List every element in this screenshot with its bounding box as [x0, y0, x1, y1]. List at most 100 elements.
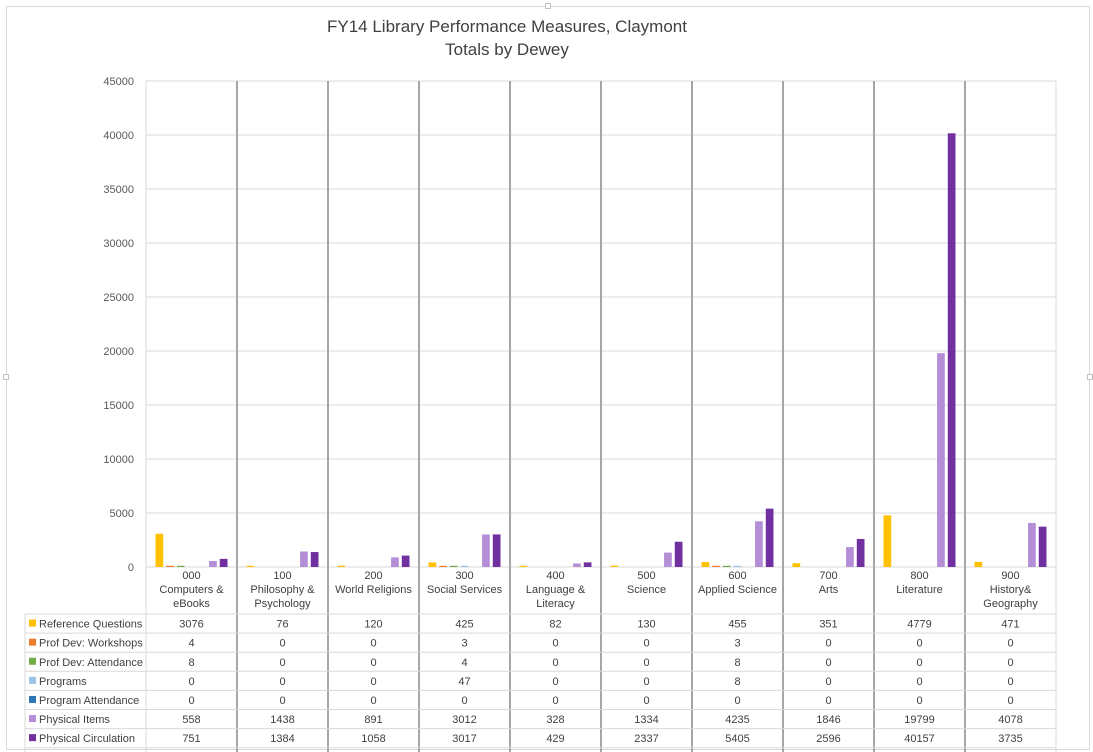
table-value: 0: [643, 676, 649, 688]
category-label: eBooks: [173, 598, 210, 610]
table-value: 0: [370, 657, 376, 669]
table-value: 4: [188, 638, 194, 650]
table-value: 0: [188, 676, 194, 688]
legend-swatch: [29, 676, 36, 684]
category-label: 000: [182, 570, 200, 582]
table-value: 429: [546, 733, 564, 745]
table-value: 558: [182, 714, 200, 726]
legend-swatch: [29, 715, 36, 723]
table-value: 8: [188, 657, 194, 669]
bar: [401, 555, 410, 567]
bar: [1028, 522, 1036, 567]
table-value: 4779: [907, 619, 931, 631]
bar: [755, 521, 763, 567]
y-tick-label: 10000: [103, 454, 134, 466]
bar: [937, 353, 945, 567]
table-value: 47: [458, 676, 470, 688]
legend-label: Program Attendance: [39, 695, 139, 707]
bar: [246, 565, 255, 567]
resize-handle-top[interactable]: [545, 3, 551, 9]
table-value: 19799: [904, 714, 935, 726]
legend-label: Prof Dev: Workshops: [39, 638, 143, 650]
bar: [712, 565, 720, 567]
table-value: 1334: [634, 714, 658, 726]
bar: [947, 133, 956, 568]
table-value: 8: [734, 657, 740, 669]
table-value: 0: [552, 695, 558, 707]
chart-title: FY14 Library Performance Measures, Claym…: [327, 17, 687, 36]
y-tick-label: 45000: [103, 76, 134, 88]
table-value: 4078: [998, 714, 1022, 726]
table-value: 3: [461, 638, 467, 650]
table-value: 40157: [904, 733, 935, 745]
table-value: 76: [276, 619, 288, 631]
bar: [765, 508, 774, 567]
bar: [583, 562, 592, 567]
table-value: 4: [461, 657, 467, 669]
table-value: 0: [825, 657, 831, 669]
table-value: 0: [643, 657, 649, 669]
category-label: 900: [1001, 570, 1019, 582]
bar: [310, 552, 319, 567]
table-value: 1384: [270, 733, 294, 745]
category-label: Geography: [983, 598, 1038, 610]
table-value: 3076: [179, 619, 203, 631]
table-value: 3012: [452, 714, 476, 726]
table-value: 4235: [725, 714, 749, 726]
table-value: 8: [734, 676, 740, 688]
table-value: 0: [188, 695, 194, 707]
table-value: 0: [825, 638, 831, 650]
table-value: 425: [455, 619, 473, 631]
table-value: 351: [819, 619, 837, 631]
category-label: 300: [455, 570, 473, 582]
bar: [428, 562, 437, 567]
category-label: 500: [637, 570, 655, 582]
table-value: 5405: [725, 733, 749, 745]
table-value: 0: [279, 657, 285, 669]
table-value: 130: [637, 619, 655, 631]
bar: [792, 563, 801, 567]
category-label: Social Services: [427, 584, 503, 596]
category-label: Science: [627, 584, 666, 596]
table-value: 3: [734, 638, 740, 650]
table-value: 0: [370, 676, 376, 688]
category-label: Literacy: [536, 598, 575, 610]
table-value: 82: [549, 619, 561, 631]
category-label: Computers &: [159, 584, 224, 596]
category-label: 800: [910, 570, 928, 582]
bar: [701, 562, 710, 567]
table-value: 3735: [998, 733, 1022, 745]
category-label: Arts: [819, 584, 839, 596]
bar: [664, 552, 672, 567]
bar: [482, 534, 490, 567]
legend-swatch: [29, 734, 36, 742]
table-value: 0: [1007, 695, 1013, 707]
y-tick-label: 15000: [103, 400, 134, 412]
bar: [674, 541, 683, 567]
resize-handle-left[interactable]: [3, 374, 9, 380]
table-value: 1846: [816, 714, 840, 726]
bar: [1038, 526, 1047, 567]
table-value: 0: [825, 695, 831, 707]
bar: [337, 565, 346, 567]
table-value: 0: [916, 676, 922, 688]
table-value: 0: [643, 638, 649, 650]
bar: [722, 565, 731, 567]
y-tick-label: 35000: [103, 184, 134, 196]
table-value: 0: [279, 676, 285, 688]
category-label: Literature: [896, 584, 942, 596]
bar: [209, 560, 217, 567]
bar: [519, 565, 528, 567]
table-value: 1438: [270, 714, 294, 726]
category-label: History&: [990, 584, 1032, 596]
category-label: 700: [819, 570, 837, 582]
legend-label: Physical Circulation: [39, 733, 135, 745]
table-value: 0: [279, 695, 285, 707]
bar: [176, 565, 185, 567]
legend-label: Reference Questions: [39, 619, 143, 631]
table-value: 0: [370, 638, 376, 650]
category-label: Psychology: [254, 598, 311, 610]
bar: [300, 551, 308, 567]
table-value: 0: [916, 657, 922, 669]
table-value: 2596: [816, 733, 840, 745]
